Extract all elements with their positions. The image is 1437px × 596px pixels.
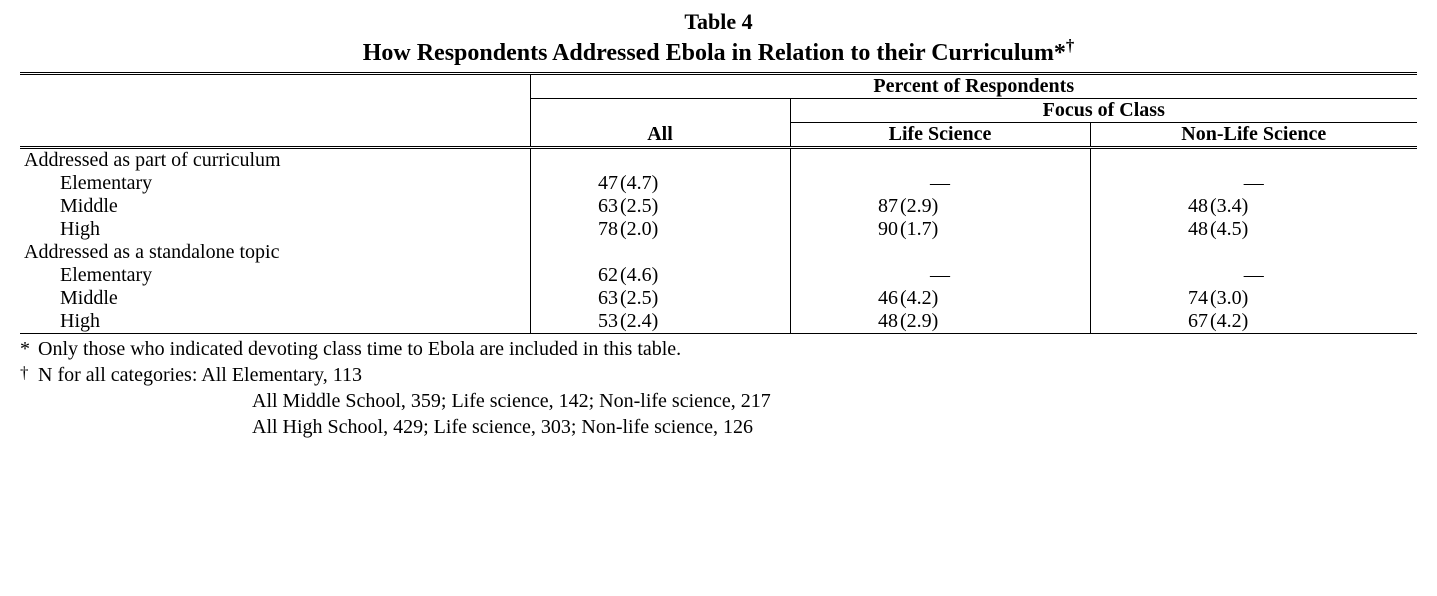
- table-row: Elementary 62 (4.6) — —: [20, 264, 1417, 287]
- hdr-percent: Percent of Respondents: [530, 73, 1417, 98]
- cell-dash: —: [790, 264, 1090, 287]
- footnote-dagger: † N for all categories: All Elementary, …: [20, 362, 1417, 388]
- cell-value: 48: [1090, 218, 1210, 241]
- table-row: Addressed as a standalone topic: [20, 241, 1417, 264]
- cell-se: (2.5): [620, 287, 790, 310]
- row-label: Middle: [20, 195, 530, 218]
- cell-dash: —: [1090, 264, 1417, 287]
- row-label: Elementary: [20, 264, 530, 287]
- cell-value: 78: [530, 218, 620, 241]
- cell-se: (2.0): [620, 218, 790, 241]
- cell-se: (2.9): [900, 195, 1090, 218]
- cell-value: 62: [530, 264, 620, 287]
- cell-dash: —: [1090, 172, 1417, 195]
- cell-se: (4.2): [1210, 310, 1417, 334]
- cell-value: 63: [530, 287, 620, 310]
- cell-value: 48: [790, 310, 900, 334]
- cell-value: 46: [790, 287, 900, 310]
- section-label: Addressed as a standalone topic: [20, 241, 530, 264]
- cell-value: 53: [530, 310, 620, 334]
- header-row: Percent of Respondents: [20, 73, 1417, 98]
- row-label: Middle: [20, 287, 530, 310]
- table-row: Addressed as part of curriculum: [20, 147, 1417, 172]
- heading-text: How Respondents Addressed Ebola in Relat…: [363, 40, 1066, 66]
- row-label: High: [20, 218, 530, 241]
- hdr-focus: Focus of Class: [790, 98, 1417, 122]
- cell-value: 90: [790, 218, 900, 241]
- cell-se: (3.0): [1210, 287, 1417, 310]
- cell-se: (4.6): [620, 264, 790, 287]
- row-label: High: [20, 310, 530, 334]
- footnote-dagger-line: All High School, 429; Life science, 303;…: [20, 414, 1417, 440]
- footnote-text: Only those who indicated devoting class …: [38, 338, 681, 360]
- hdr-life: Life Science: [790, 122, 1090, 147]
- cell-value: 47: [530, 172, 620, 195]
- section-label: Addressed as part of curriculum: [20, 147, 530, 172]
- cell-dash: —: [790, 172, 1090, 195]
- heading-dagger: †: [1066, 36, 1074, 55]
- cell-se: (4.2): [900, 287, 1090, 310]
- table-row: Middle 63 (2.5) 46 (4.2) 74 (3.0): [20, 287, 1417, 310]
- hdr-nonlife: Non-Life Science: [1090, 122, 1417, 147]
- cell-se: (2.4): [620, 310, 790, 334]
- table-number: Table 4: [20, 8, 1417, 36]
- cell-se: (4.7): [620, 172, 790, 195]
- cell-value: 74: [1090, 287, 1210, 310]
- cell-se: (4.5): [1210, 218, 1417, 241]
- footnote-star: * Only those who indicated devoting clas…: [20, 336, 1417, 362]
- data-table: Percent of Respondents All Focus of Clas…: [20, 72, 1417, 334]
- table-row: High 78 (2.0) 90 (1.7) 48 (4.5): [20, 218, 1417, 241]
- hdr-all: All: [530, 98, 790, 147]
- cell-value: 48: [1090, 195, 1210, 218]
- dagger-icon: †: [20, 362, 29, 384]
- table-title: Table 4 How Respondents Addressed Ebola …: [20, 8, 1417, 68]
- asterisk-icon: *: [20, 336, 30, 362]
- table-row: Middle 63 (2.5) 87 (2.9) 48 (3.4): [20, 195, 1417, 218]
- footnotes: * Only those who indicated devoting clas…: [20, 336, 1417, 440]
- cell-value: 67: [1090, 310, 1210, 334]
- cell-se: (2.9): [900, 310, 1090, 334]
- cell-value: 63: [530, 195, 620, 218]
- cell-value: 87: [790, 195, 900, 218]
- table-row: Elementary 47 (4.7) — —: [20, 172, 1417, 195]
- cell-se: (3.4): [1210, 195, 1417, 218]
- table-block: Table 4 How Respondents Addressed Ebola …: [20, 8, 1417, 440]
- table-heading: How Respondents Addressed Ebola in Relat…: [20, 36, 1417, 68]
- cell-se: (2.5): [620, 195, 790, 218]
- footnote-text: N for all categories: All Elementary, 11…: [38, 364, 362, 386]
- table-row: High 53 (2.4) 48 (2.9) 67 (4.2): [20, 310, 1417, 334]
- row-label: Elementary: [20, 172, 530, 195]
- footnote-dagger-line: All Middle School, 359; Life science, 14…: [20, 388, 1417, 414]
- cell-se: (1.7): [900, 218, 1090, 241]
